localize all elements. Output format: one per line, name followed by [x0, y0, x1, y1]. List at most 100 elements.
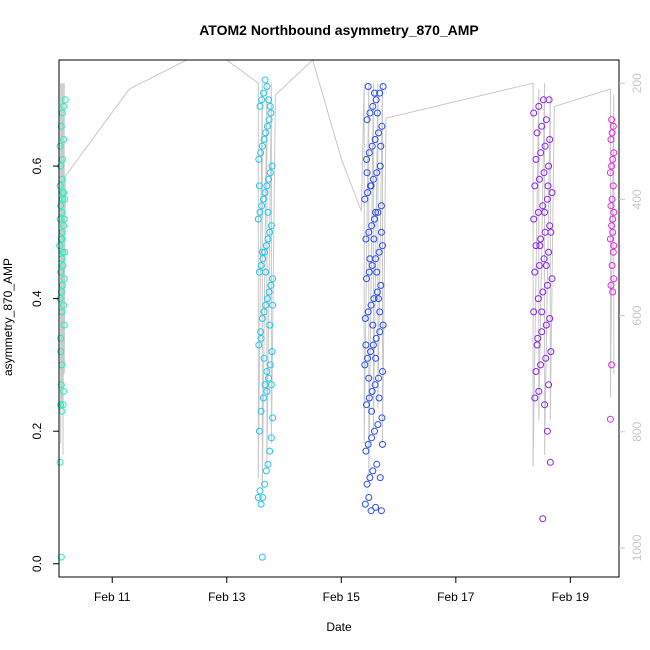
data-point [606, 235, 614, 243]
chart-title: ATOM2 Northbound asymmetry_870_AMP [199, 22, 479, 38]
data-point [266, 321, 274, 329]
data-point [60, 387, 68, 395]
x-tick-label: Feb 15 [323, 590, 361, 604]
data-point [368, 387, 376, 395]
data-point [608, 116, 616, 124]
data-point [609, 228, 617, 236]
data-point [366, 255, 374, 263]
data-point [373, 288, 381, 296]
data-point [537, 149, 545, 157]
data-point [368, 407, 376, 415]
data-point [254, 494, 262, 501]
data-point [530, 109, 538, 117]
data-point [608, 129, 616, 137]
data-point [59, 189, 67, 197]
data-point [535, 262, 543, 269]
data-point [61, 195, 69, 203]
series-2 [361, 83, 387, 515]
data-point [255, 341, 263, 349]
x-tick-label: Feb 17 [437, 590, 475, 604]
data-point [368, 262, 376, 269]
data-point [533, 129, 541, 137]
data-point [60, 275, 68, 283]
data-point [530, 308, 538, 316]
data-point [610, 149, 618, 157]
data-point [368, 222, 376, 230]
data-point [260, 354, 268, 362]
data-point [536, 242, 544, 250]
data-point [57, 381, 65, 389]
data-point [257, 407, 265, 415]
data-point [263, 182, 271, 190]
data-point [266, 169, 274, 177]
data-point [372, 354, 380, 362]
data-point [373, 268, 381, 276]
data-point [365, 149, 373, 157]
data-point [374, 208, 382, 216]
data-point [361, 315, 369, 322]
data-point [370, 235, 378, 243]
data-point [60, 321, 68, 329]
data-point [545, 96, 553, 104]
data-point [546, 315, 554, 322]
data-point [255, 182, 263, 190]
data-point [256, 208, 264, 216]
data-point [530, 215, 538, 223]
data-point [262, 129, 270, 137]
data-point [60, 301, 68, 309]
data-point [259, 494, 267, 501]
data-point [363, 116, 371, 124]
data-point [379, 368, 386, 375]
data-point [546, 222, 554, 230]
data-point [540, 169, 548, 177]
x-tick-label: Feb 11 [94, 590, 131, 604]
data-point [534, 334, 542, 342]
data-point [369, 175, 377, 183]
data-point [373, 109, 381, 117]
data-point [372, 334, 380, 342]
data-point [56, 458, 64, 466]
data-point [607, 202, 615, 210]
data-point [379, 440, 386, 448]
data-point [377, 142, 385, 150]
data-point [374, 421, 382, 429]
series-4 [606, 116, 618, 423]
data-point [544, 182, 552, 190]
data-point [369, 467, 377, 475]
data-point [263, 387, 271, 395]
data-point [376, 89, 384, 97]
data-point [542, 262, 550, 269]
data-point [537, 361, 545, 369]
data-point [543, 427, 551, 435]
data-point [57, 401, 65, 409]
data-point [56, 182, 64, 190]
data-point [540, 255, 548, 263]
data-point [607, 281, 615, 289]
data-point [375, 394, 383, 402]
data-point [266, 361, 274, 369]
data-point [366, 109, 374, 117]
data-point [609, 155, 617, 163]
data-point [364, 83, 372, 90]
data-point [60, 222, 68, 230]
y-tick-label: 0.2 [30, 423, 44, 440]
data-point [609, 215, 617, 223]
data-point [542, 116, 550, 124]
data-point [266, 102, 274, 110]
points-layer [56, 76, 618, 561]
data-point [379, 242, 386, 250]
data-point [263, 83, 271, 90]
data-point [376, 474, 384, 482]
data-point [262, 467, 270, 475]
data-point [361, 195, 369, 203]
data-point [265, 374, 273, 382]
data-point [361, 500, 369, 508]
data-point [266, 228, 274, 236]
data-point [267, 222, 275, 230]
data-point [535, 102, 543, 110]
data-point [260, 308, 268, 316]
data-point [365, 268, 373, 276]
data-point [531, 182, 539, 190]
data-point [259, 255, 267, 263]
